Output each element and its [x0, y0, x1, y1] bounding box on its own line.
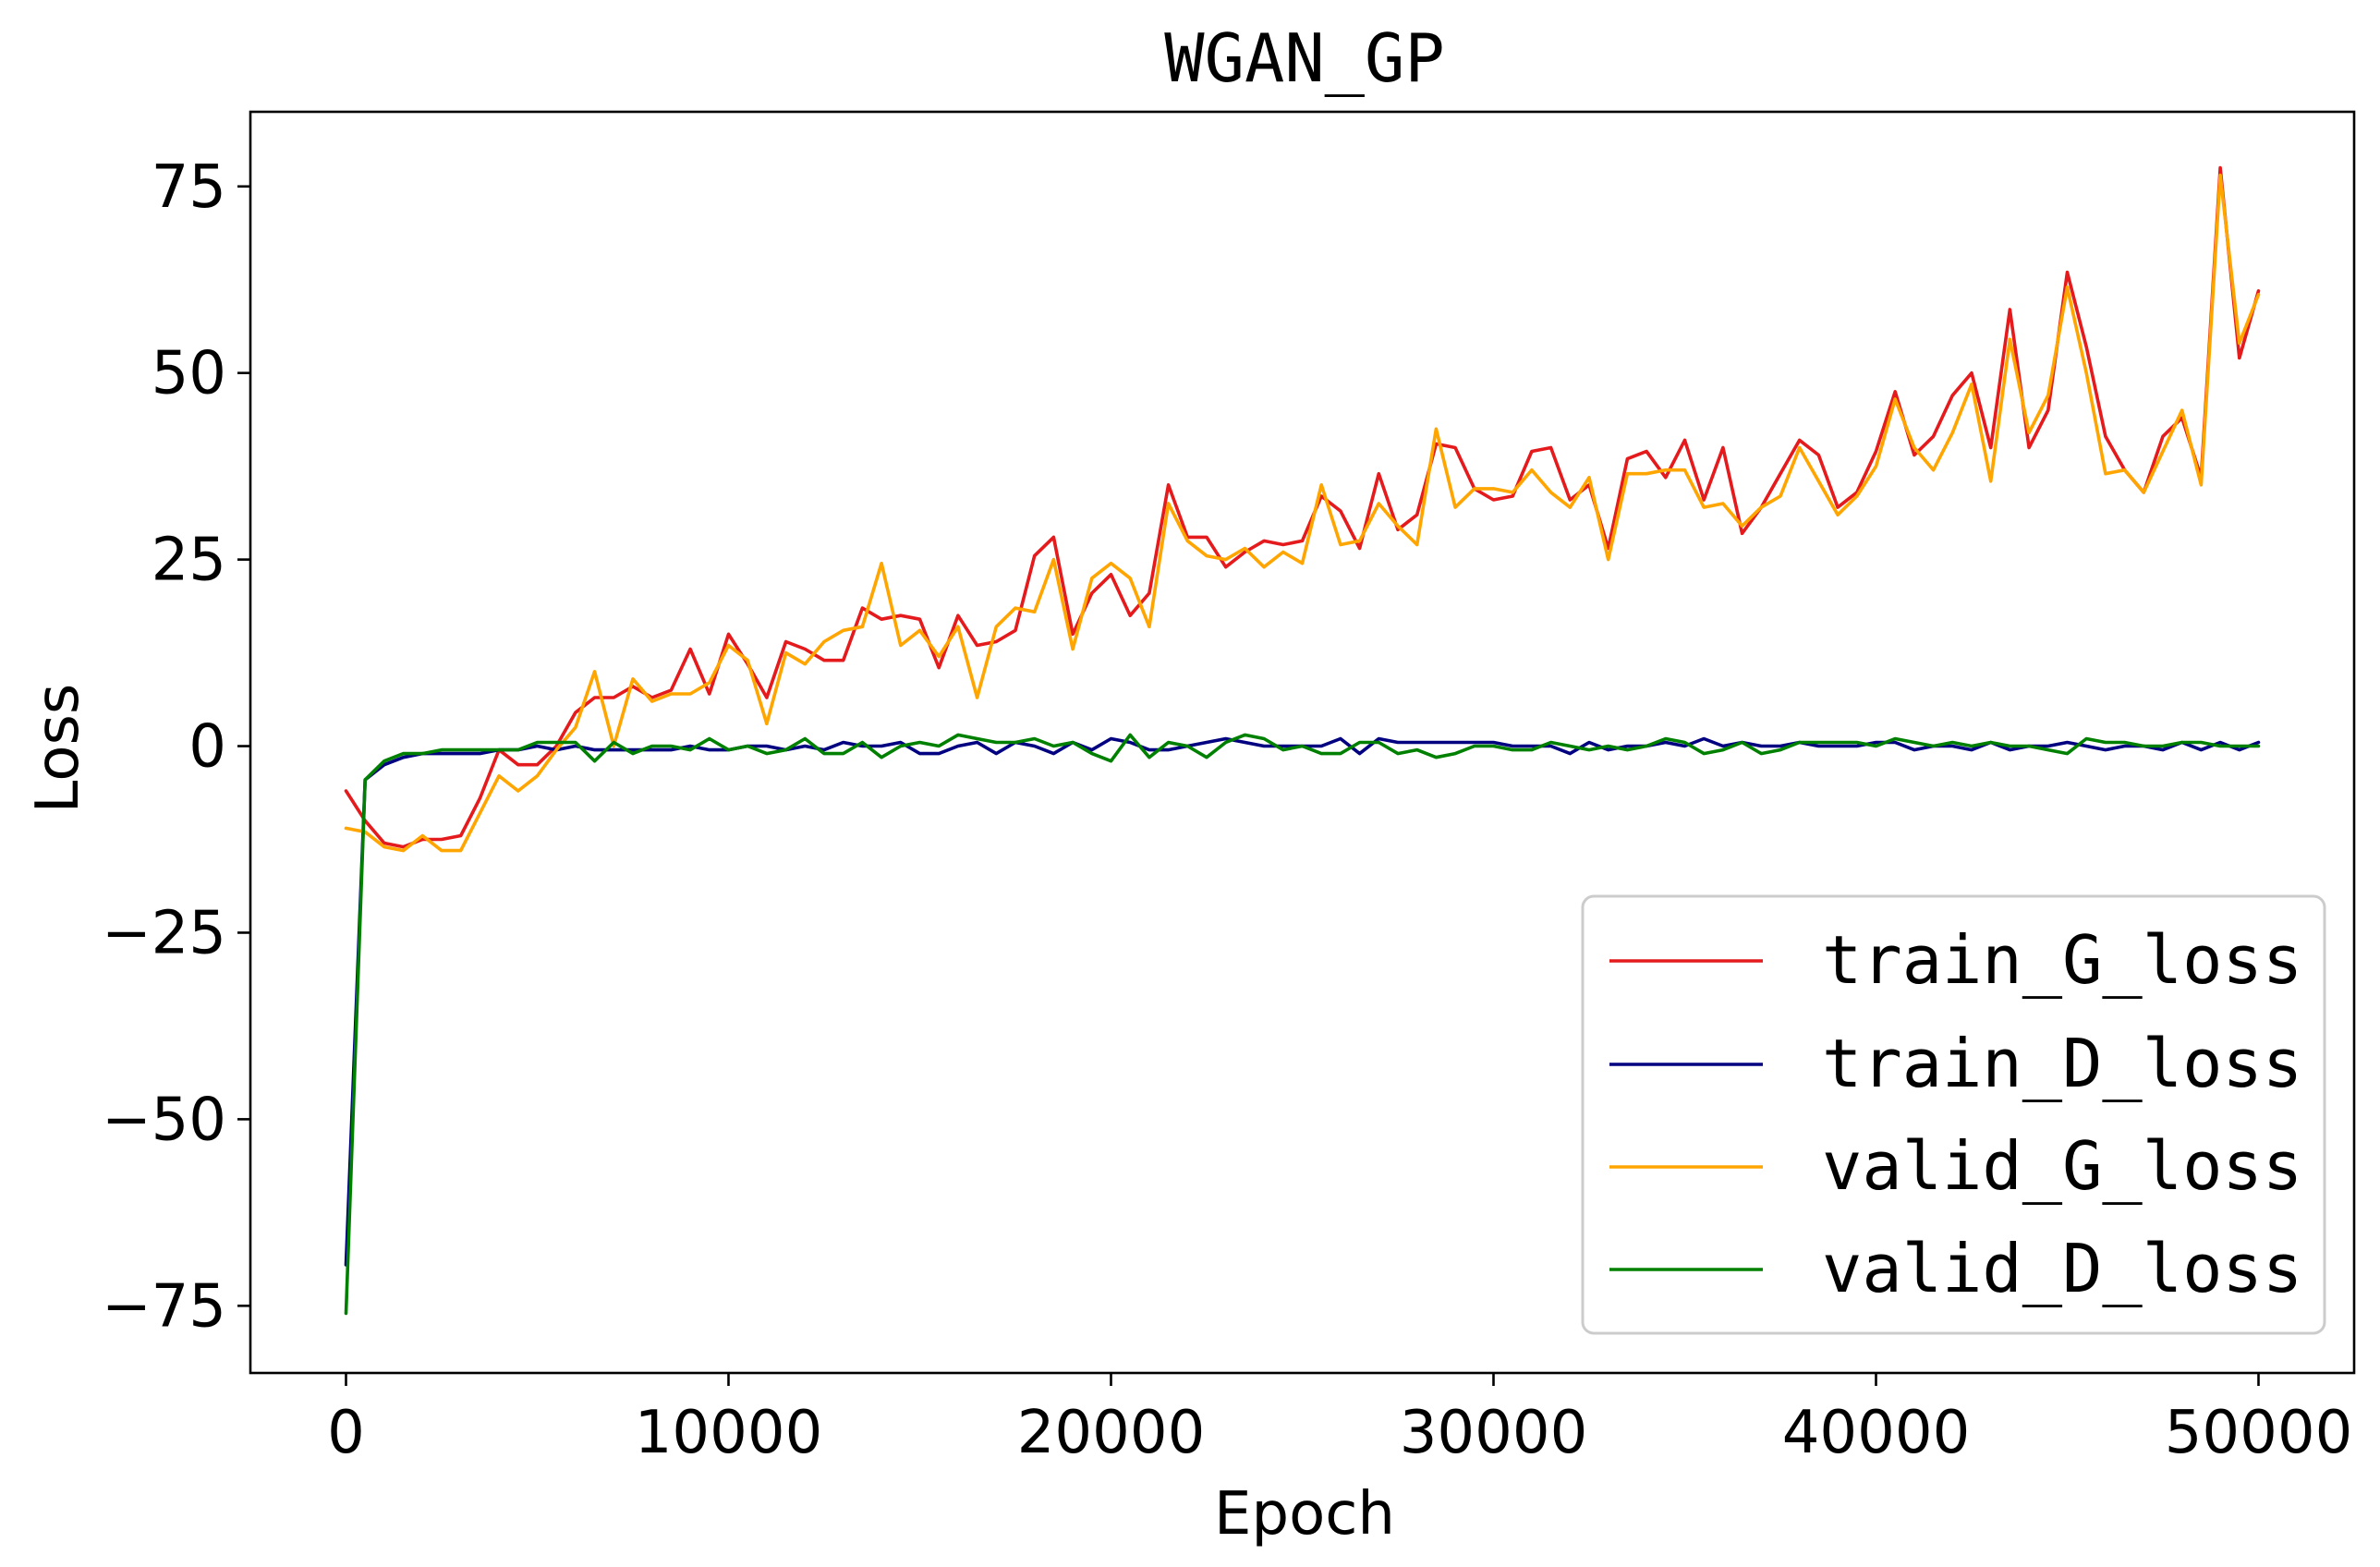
legend-label-valid-g-loss: valid_G_loss [1822, 1127, 2302, 1205]
y-tick-label: 0 [188, 713, 226, 782]
y-tick-label: 75 [152, 153, 226, 222]
series-line-train-g-loss [344, 165, 2261, 849]
legend-label-valid-d-loss: valid_D_loss [1822, 1230, 2302, 1307]
y-tick-label: −25 [102, 899, 226, 967]
legend-label-train-g-loss: train_G_loss [1822, 921, 2302, 999]
x-tick-label: 40000 [1782, 1399, 1971, 1467]
x-tick-label: 0 [327, 1399, 365, 1467]
series-line-valid-d-loss [344, 733, 2261, 1316]
y-tick-label: −75 [102, 1272, 226, 1341]
plot-area: 0 10000 20000 30000 40000 50000 −75 −50 −25 0 25 5… [102, 110, 2356, 1467]
y-axis-label: Loss [24, 684, 92, 813]
legend-entries: train_G_loss train_D_loss valid_G_lossvali… [1609, 921, 2302, 1307]
legend: train_G_loss train_D_loss valid_G_lossvali… [1581, 894, 2326, 1335]
y-tick-label: 50 [152, 340, 226, 408]
series-line-valid-g-loss [344, 173, 2261, 853]
x-tick-label: 10000 [635, 1399, 823, 1467]
legend-box [1581, 894, 2326, 1335]
legend-label-train-d-loss: train_D_loss [1822, 1025, 2302, 1102]
y-tick-label: −50 [102, 1086, 226, 1154]
x-axis-label: Epoch [1214, 1480, 1395, 1549]
y-axis: −75 −50 −25 0 25 50 75 [102, 153, 250, 1341]
plot-frame [249, 110, 2356, 1375]
y-tick-label: 25 [152, 527, 226, 595]
chart-title: WGAN_GP [1164, 19, 1444, 97]
series-layer [344, 165, 2261, 1316]
x-tick-label: 50000 [2165, 1399, 2353, 1467]
x-axis: 0 10000 20000 30000 40000 50000 [327, 1373, 2352, 1467]
x-tick-label: 30000 [1400, 1399, 1588, 1467]
x-tick-label: 20000 [1017, 1399, 1206, 1467]
